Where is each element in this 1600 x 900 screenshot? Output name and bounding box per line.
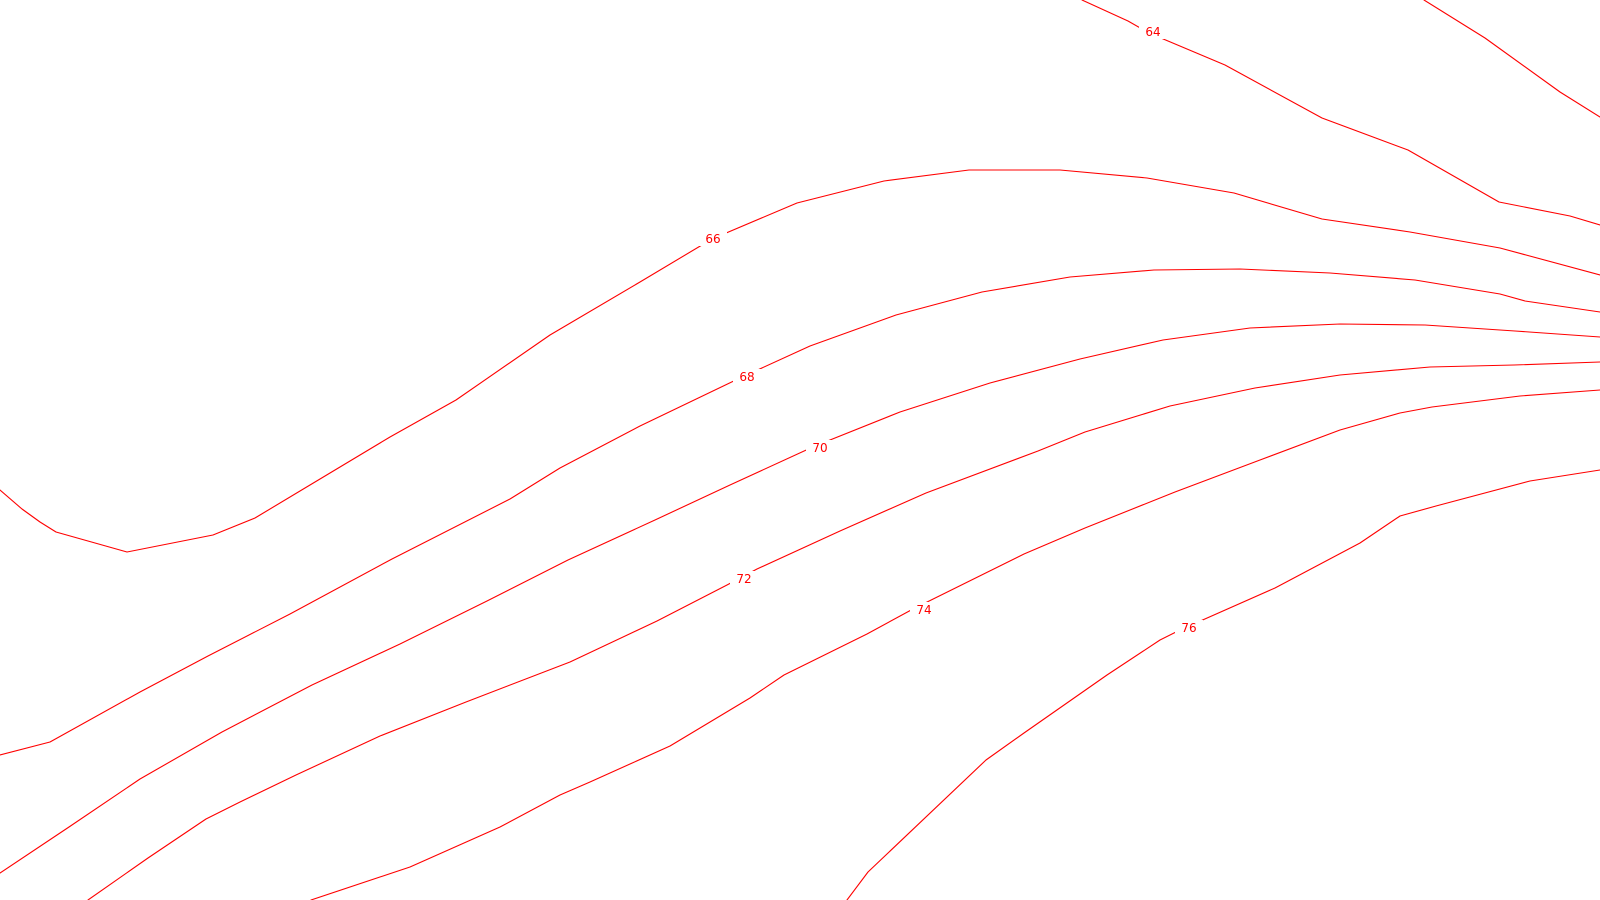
contour-line-64 <box>1081 0 1600 226</box>
contour-label-66: 66 <box>699 231 727 246</box>
contour-line-66 <box>0 169 1600 553</box>
contour-label-72: 72 <box>730 571 758 586</box>
contour-line-70 <box>0 323 1600 874</box>
contour-line-68 <box>0 268 1600 756</box>
contour-label-70: 70 <box>806 440 834 455</box>
svg-text:68: 68 <box>739 370 754 384</box>
contour-label-76: 76 <box>1175 620 1203 635</box>
svg-text:64: 64 <box>1145 25 1160 39</box>
svg-text:74: 74 <box>916 603 931 617</box>
svg-text:72: 72 <box>736 572 751 586</box>
svg-text:70: 70 <box>812 441 827 455</box>
svg-text:76: 76 <box>1181 621 1196 635</box>
svg-text:66: 66 <box>705 232 720 246</box>
contour-label-74: 74 <box>910 602 938 617</box>
contour-label-64: 64 <box>1139 24 1167 39</box>
contour-label-68: 68 <box>733 369 761 384</box>
contour-line-topright <box>1423 0 1600 118</box>
contour-line-74 <box>310 389 1600 900</box>
contour-line-72 <box>87 361 1600 900</box>
contour-line-76 <box>846 469 1600 900</box>
